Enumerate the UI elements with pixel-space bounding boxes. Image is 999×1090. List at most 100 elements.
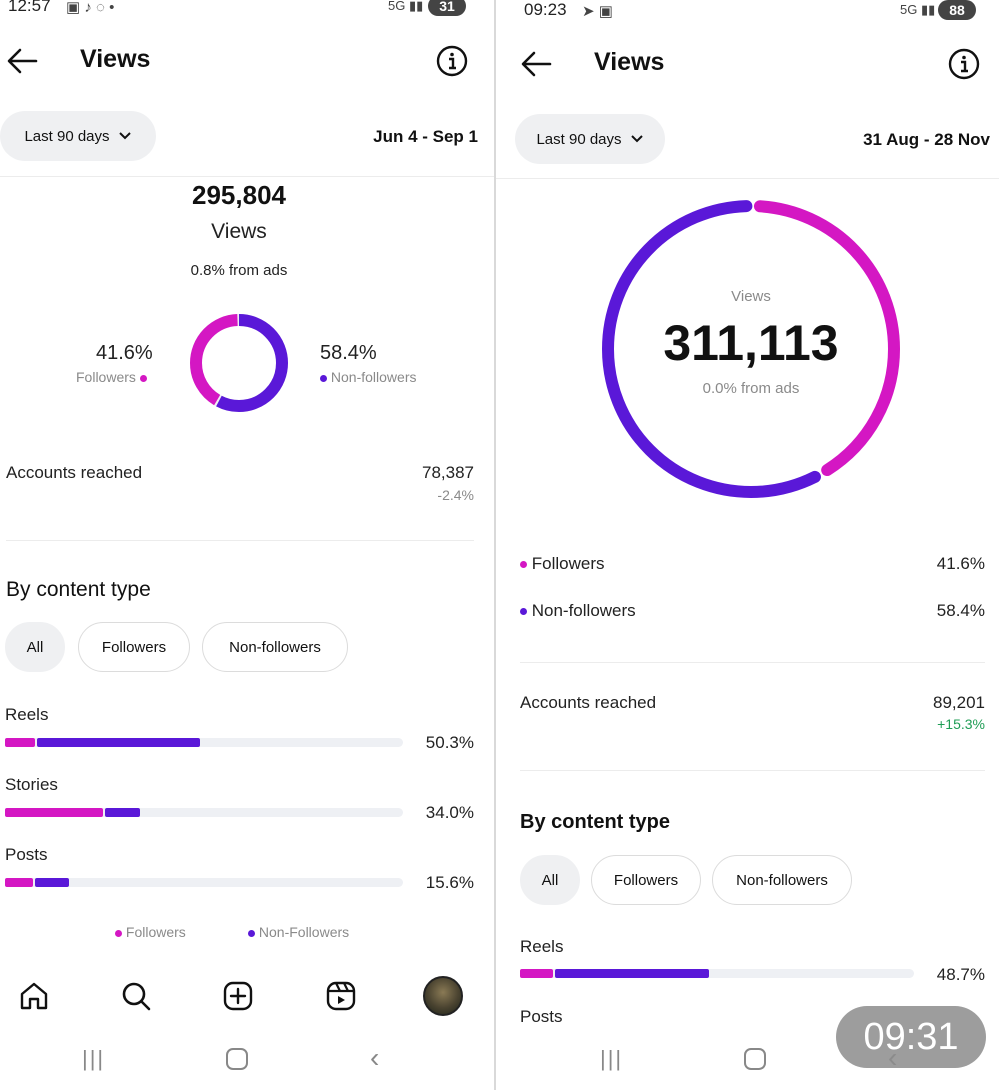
chevron-down-icon [630,131,644,148]
home-nav-icon[interactable] [226,1048,248,1070]
info-icon[interactable] [948,48,980,80]
bar-segment-nonfollowers [37,738,201,747]
search-icon[interactable] [120,980,152,1012]
battery-icon: 31 [428,0,466,16]
followers-row: Followers [520,554,604,574]
views-ring-chart [602,200,900,498]
date-range-dropdown-label: Last 90 days [536,130,622,148]
battery-icon: 88 [938,0,976,20]
avatar[interactable] [423,976,463,1016]
accounts-reached-label: Accounts reached [520,693,657,712]
content-row-label: Reels [5,705,49,724]
divider [520,770,985,771]
info-icon[interactable] [436,45,468,77]
date-range-text: 31 Aug - 28 Nov [863,130,990,149]
content-row-bar [5,808,403,817]
page-title: Views [80,45,151,73]
bar-segment-nonfollowers [555,969,710,978]
accounts-reached-change: -2.4% [437,487,474,503]
content-row-value: 15.6% [425,873,474,892]
create-icon[interactable] [222,980,254,1012]
ring-segment-followers [602,200,900,498]
back-arrow-icon[interactable] [6,46,38,76]
bar-segment-nonfollowers [34,878,69,887]
followers-legend: Followers [76,369,147,385]
notification-icons: ➤ ▣ [582,3,613,20]
followers-dot [520,561,527,569]
divider [0,176,494,177]
chip-followers[interactable]: Followers [591,855,701,905]
total-views: 311,113 [663,315,839,371]
chip-nonfollowers[interactable]: Non-followers [202,622,348,672]
content-row-bar [520,969,914,978]
ads-note: 0.0% from ads [702,380,800,397]
screen-recording-time-overlay: 09:31 [836,1006,986,1068]
legend-nonfollowers: Non-Followers [248,924,349,940]
bar-segment-followers [520,969,554,978]
bar-segment-followers [5,808,103,817]
ads-note: 0.8% from ads [190,262,288,279]
left-screenshot: 12:57 ▣ ♪ ◌ • 5G ▮▮ 31 Views Last 90 day… [0,0,494,1090]
home-nav-icon[interactable] [744,1048,766,1070]
date-range-text: Jun 4 - Sep 1 [373,127,478,146]
legend-dot-nonfollowers [248,929,255,937]
by-content-type-heading: By content type [6,578,151,601]
content-row-label: Stories [5,775,58,794]
divider [6,540,474,541]
recent-apps-icon[interactable]: ||| [82,1046,106,1071]
nonfollowers-legend-label: Non-followers [330,369,417,385]
followers-label: Followers [531,554,605,573]
nonfollowers-dot [520,608,527,616]
followers-pct: 41.6% [936,554,985,573]
reels-icon[interactable] [325,980,357,1012]
donut-segment-nonfollowers [190,314,288,412]
legend-label-followers: Followers [125,924,186,940]
date-range-dropdown-label: Last 90 days [24,127,110,145]
chip-all[interactable]: All [520,855,580,905]
total-views: 295,804 [192,180,286,210]
content-row-label: Posts [5,845,48,864]
chip-nonfollowers[interactable]: Non-followers [712,855,852,905]
back-nav-icon[interactable]: ‹ [370,1042,380,1073]
accounts-reached-label: Accounts reached [6,463,143,482]
date-range-dropdown[interactable]: Last 90 days [0,111,156,161]
nonfollowers-pct: 58.4% [320,342,377,364]
back-arrow-icon[interactable] [520,49,552,79]
signal-icon: 5G ▮▮ [900,2,936,17]
views-label: Views [211,220,267,243]
date-range-dropdown[interactable]: Last 90 days [515,114,665,164]
content-row-value: 48.7% [936,965,985,984]
recent-apps-icon[interactable]: ||| [600,1046,624,1071]
accounts-reached-value: 89,201 [933,693,985,712]
nonfollowers-pct: 58.4% [936,601,985,620]
accounts-reached-change: +15.3% [937,716,985,732]
page-title: Views [594,48,665,76]
views-label: Views [731,288,771,305]
legend-followers: Followers [115,924,186,940]
status-time: 09:23 [524,0,567,19]
bar-segment-followers [5,878,33,887]
chip-all[interactable]: All [5,622,65,672]
nonfollowers-label: Non-followers [531,601,636,620]
followers-dot [139,374,147,382]
notification-icons: ▣ ♪ ◌ • [66,0,115,16]
bar-segment-nonfollowers [104,808,141,817]
bar-segment-followers [5,738,36,747]
nonfollowers-row: Non-followers [520,601,636,621]
right-screenshot: 09:23 ➤ ▣ 5G ▮▮ 88 Views Last 90 days 31… [496,0,999,1090]
followers-pct: 41.6% [96,342,153,364]
nonfollowers-dot [320,374,327,382]
accounts-reached-value: 78,387 [422,463,474,482]
chip-followers[interactable]: Followers [78,622,190,672]
content-row-value: 50.3% [425,733,474,752]
followers-legend-label: Followers [76,369,136,385]
donut-segment-followers [190,314,288,412]
views-donut-chart [190,314,288,412]
legend-label-nonfollowers: Non-Followers [258,924,350,940]
nonfollowers-legend: Non-followers [320,369,416,385]
screenshot-divider [494,0,496,1090]
home-icon[interactable] [18,980,50,1012]
legend-dot-followers [115,929,122,937]
content-row-bar [5,878,403,887]
ring-segment-nonfollowers [602,200,900,498]
